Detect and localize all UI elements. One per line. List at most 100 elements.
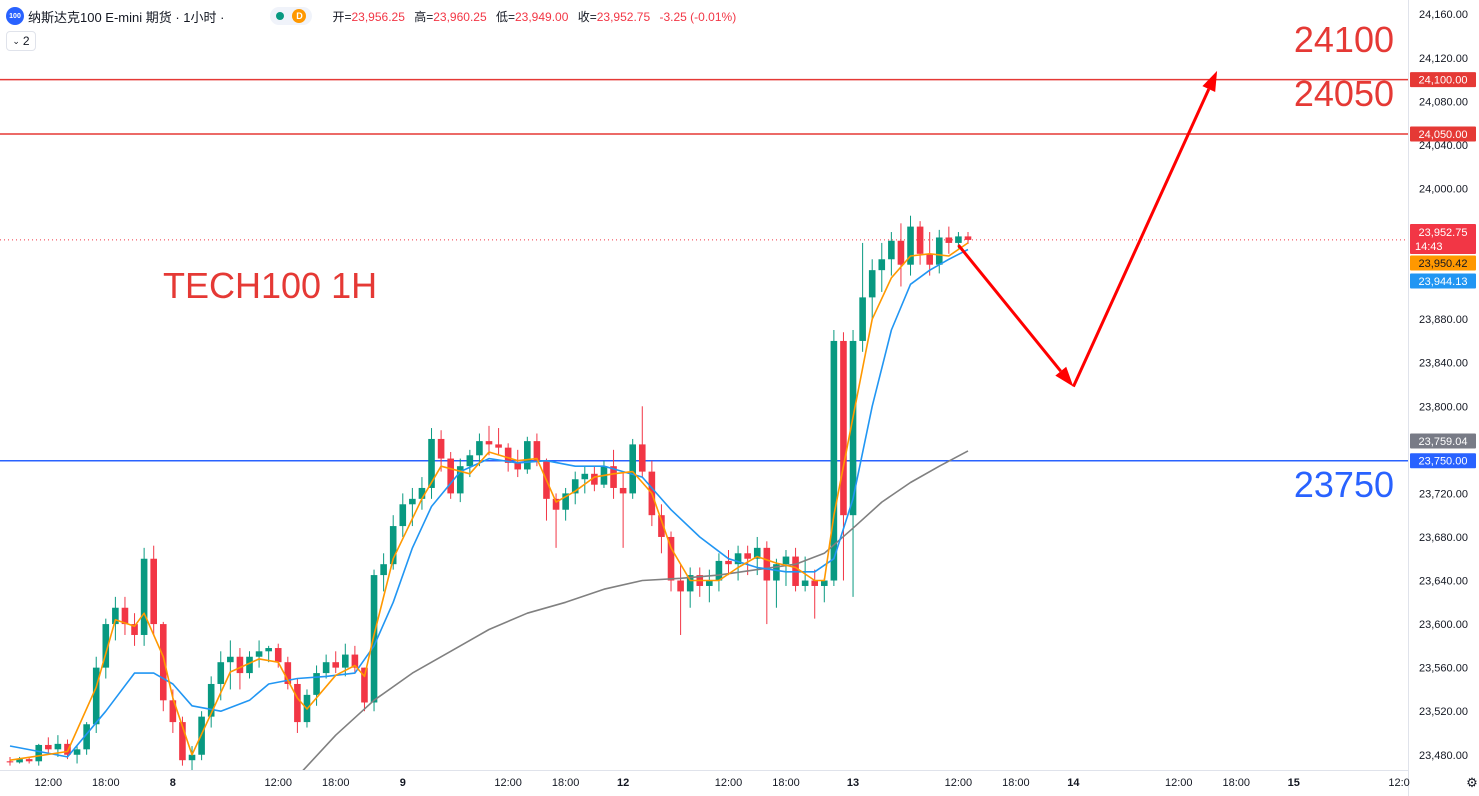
candle-body xyxy=(811,580,819,586)
time-tick-label: 12:00 xyxy=(1165,777,1193,789)
candle-body xyxy=(562,493,569,510)
arrow-head xyxy=(1055,366,1074,387)
ma-fast-price-tag: 23,950.42 xyxy=(1410,255,1476,271)
open-label: 开= xyxy=(332,9,352,24)
indicators-count: 2 xyxy=(22,34,30,48)
candle-body xyxy=(274,648,282,663)
candle-body xyxy=(830,340,838,581)
time-tick-label: 12:00 xyxy=(494,777,522,789)
ohlc-values: 开=23,956.25 高=23,960.25 低=23,949.00 收=23… xyxy=(332,8,736,25)
price-tick-label: 23,800.00 xyxy=(1419,401,1468,413)
candle-body xyxy=(552,498,560,510)
price-tick-label: 23,600.00 xyxy=(1419,619,1468,631)
candle-body xyxy=(83,724,90,750)
candle-body xyxy=(533,441,541,461)
last-price-tag: 23,952.75 14:43 xyxy=(1410,224,1476,254)
level-label-text: 23750 xyxy=(1294,464,1394,505)
ma-mid-line xyxy=(9,248,969,758)
time-tick-label: 18:00 xyxy=(1002,777,1030,789)
time-tick-label: 12:00 xyxy=(715,777,743,789)
candle-body xyxy=(801,580,809,586)
time-tick-label: 15 xyxy=(1288,777,1300,789)
countdown-text: 14:43 xyxy=(1415,241,1443,253)
price-tick-label: 24,120.00 xyxy=(1419,53,1468,65)
price-tag-bg xyxy=(1410,255,1476,271)
price-tag-text: 23,944.13 xyxy=(1419,276,1468,288)
candle-body xyxy=(821,580,828,586)
candle-body xyxy=(6,761,14,763)
candle-body xyxy=(25,759,33,762)
candle-body xyxy=(888,240,895,260)
candle-body xyxy=(907,226,914,265)
interval-badge: D xyxy=(292,9,307,23)
candles xyxy=(6,215,972,770)
symbol-title[interactable]: 纳斯达克100 E-mini 期货 · 1小时 · xyxy=(28,9,225,25)
price-tag-text: 23,759.04 xyxy=(1419,436,1468,448)
candle-body xyxy=(131,624,138,635)
candle-body xyxy=(734,553,742,565)
candle-body xyxy=(849,340,857,516)
candle-body xyxy=(313,673,320,695)
candle-body xyxy=(447,458,454,494)
time-tick-label: 12:00 xyxy=(35,777,63,789)
candle-body xyxy=(437,438,445,459)
candle-body xyxy=(610,466,617,488)
candle-body xyxy=(169,700,177,723)
candle-body xyxy=(361,667,368,703)
level-label-text: 24050 xyxy=(1294,73,1394,114)
price-tick-label: 23,520.00 xyxy=(1419,706,1468,718)
candle-body xyxy=(294,683,301,723)
price-tag-bg xyxy=(1410,224,1476,254)
candle-body xyxy=(591,473,598,485)
change-value: -3.25 (-0.01%) xyxy=(659,9,737,24)
candle-body xyxy=(782,556,790,565)
candle-body xyxy=(64,743,71,755)
candle-body xyxy=(859,297,866,341)
price-tag-bg xyxy=(1410,433,1476,449)
scenario-arrow-down xyxy=(957,244,1074,387)
price-tick-label: 24,000.00 xyxy=(1419,183,1468,195)
ma-fast-line xyxy=(9,242,969,761)
settings-gear-icon: ⚙ xyxy=(1466,775,1478,790)
time-tick-label: 12:0 xyxy=(1388,777,1409,789)
indicators-toggle-button[interactable]: ⌄ 2 xyxy=(6,31,36,51)
market-status-pill[interactable]: D xyxy=(270,7,313,25)
high-label: 高= xyxy=(414,9,434,24)
candle-body xyxy=(246,656,253,674)
price-tag-text: 24,050.00 xyxy=(1419,129,1468,141)
arrow-shaft xyxy=(1072,88,1211,388)
price-tag-bg xyxy=(1410,453,1476,469)
candle-body xyxy=(753,547,761,559)
time-tick-label: 9 xyxy=(400,777,406,789)
close-label: 收= xyxy=(577,9,597,24)
ma-slow-line xyxy=(302,450,969,770)
price-tag-text: 23,750.00 xyxy=(1419,456,1468,468)
low-value: 23,949.00 xyxy=(515,9,569,24)
candle-body xyxy=(638,444,646,472)
candle-body xyxy=(121,607,129,625)
candle-body xyxy=(667,536,675,581)
candle-body xyxy=(868,270,876,298)
price-tick-label: 23,680.00 xyxy=(1419,532,1468,544)
symbol-logo-icon: 100 xyxy=(6,7,24,25)
candle-body xyxy=(16,759,23,763)
level-label-text: 24100 xyxy=(1294,19,1394,60)
candle-body xyxy=(964,236,972,240)
time-tick-label: 12 xyxy=(617,777,629,789)
candle-body xyxy=(342,654,349,668)
price-tick-label: 23,640.00 xyxy=(1419,576,1468,588)
price-tag-bg xyxy=(1410,126,1476,142)
close-value: 23,952.75 xyxy=(596,9,651,24)
price-tag-text: 24,100.00 xyxy=(1419,75,1468,87)
candle-body xyxy=(686,575,694,592)
candle-body xyxy=(840,340,847,516)
candle-body xyxy=(188,754,196,761)
candle-body xyxy=(380,564,387,576)
price-tick-label: 23,840.00 xyxy=(1419,358,1468,370)
price-tick-label: 23,720.00 xyxy=(1419,488,1468,500)
candle-body xyxy=(897,240,905,265)
annotation-title-text: TECH100 1H xyxy=(163,265,377,306)
candle-body xyxy=(581,473,589,480)
candle-body xyxy=(763,547,771,581)
